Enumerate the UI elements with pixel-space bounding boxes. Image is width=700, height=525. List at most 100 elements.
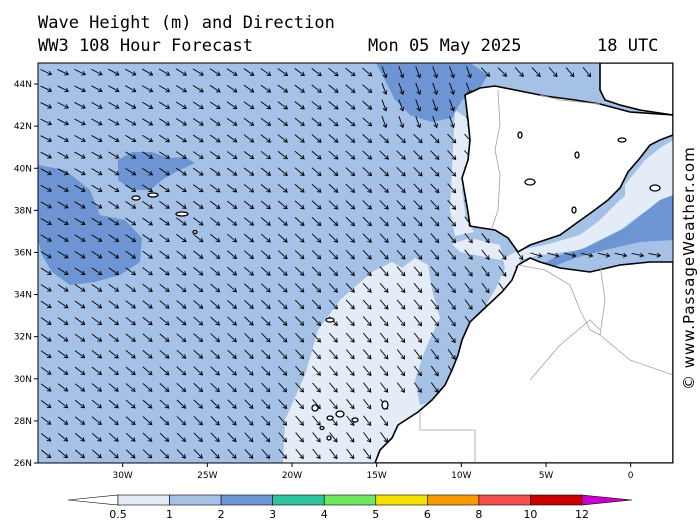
wave-arrow	[125, 85, 137, 93]
wave-arrow	[209, 134, 221, 143]
wave-arrow	[363, 382, 372, 393]
wave-arrow	[210, 300, 221, 309]
wave-arrow	[40, 234, 52, 242]
wave-arrow	[74, 333, 86, 342]
lat-label: 36N	[14, 248, 32, 258]
lon-label: 15W	[366, 471, 386, 481]
wave-arrow	[362, 134, 373, 144]
wave-arrow	[209, 84, 221, 93]
wave-arrow	[379, 332, 389, 343]
wave-arrow	[447, 349, 456, 360]
wave-arrow	[41, 433, 52, 442]
wave-arrow	[91, 416, 102, 426]
wave-arrow	[74, 184, 86, 192]
lat-label: 40N	[14, 164, 32, 174]
wave-arrow	[379, 299, 389, 310]
wave-arrow	[329, 382, 338, 393]
wave-arrow	[379, 150, 389, 160]
wave-arrow	[379, 249, 389, 260]
wave-arrow	[125, 300, 136, 309]
wave-arrow	[312, 432, 321, 443]
wave-arrow	[40, 251, 52, 259]
wave-arrow	[91, 85, 103, 93]
wave-arrow	[312, 349, 321, 360]
wave-arrow	[74, 250, 86, 259]
wave-arrow	[278, 316, 288, 326]
wave-arrow	[381, 82, 388, 96]
colorbar-band	[478, 494, 531, 506]
wave-arrow	[295, 316, 305, 326]
colorbar-band	[530, 494, 583, 506]
wave-arrow	[379, 216, 389, 227]
wave-arrow	[498, 266, 507, 277]
wave-arrow	[396, 167, 406, 177]
wave-arrow	[295, 399, 304, 410]
wave-arrow	[362, 100, 373, 110]
wave-arrow	[345, 183, 356, 193]
wave-arrow	[142, 250, 153, 259]
wave-arrow	[175, 85, 188, 93]
wave-arrow	[329, 349, 338, 360]
wave-arrow	[74, 300, 86, 309]
wave-arrow	[260, 101, 272, 110]
wave-arrow	[176, 316, 187, 326]
wave-arrow	[91, 350, 103, 359]
wave-arrow	[40, 284, 52, 292]
forecast-label: WW3 108 Hour Forecast	[38, 36, 253, 56]
wave-arrow	[227, 349, 237, 359]
wave-arrow	[379, 365, 389, 377]
wave-arrow	[413, 266, 423, 277]
wave-arrow	[261, 432, 271, 443]
wave-arrow	[345, 200, 356, 210]
wave-arrow	[379, 316, 389, 327]
wave-arrow	[362, 316, 372, 327]
wave-arrow	[278, 349, 288, 360]
wave-arrow	[244, 432, 254, 443]
wave-arrow	[430, 216, 440, 227]
wave-arrow	[614, 252, 628, 258]
wave-arrow	[447, 199, 457, 210]
wave-arrow	[278, 366, 288, 376]
wave-arrow	[244, 415, 254, 426]
wave-arrow	[57, 251, 69, 259]
wave-arrow	[159, 416, 170, 426]
wave-arrow	[328, 167, 339, 177]
wave-arrow	[108, 168, 120, 176]
colorbar-label: 10	[523, 508, 537, 521]
wave-arrow	[141, 85, 154, 93]
wave-arrow	[74, 449, 85, 459]
wave-arrow	[142, 349, 153, 359]
wave-arrow	[278, 332, 288, 343]
wave-arrow	[176, 300, 187, 309]
wave-arrow	[210, 316, 221, 326]
wave-arrow	[159, 333, 170, 343]
wave-arrow	[125, 449, 136, 459]
wave-arrow	[74, 399, 86, 409]
wave-arrow	[379, 200, 389, 210]
wave-arrow	[447, 133, 457, 144]
wave-arrow	[447, 166, 457, 177]
wave-arrow	[381, 66, 388, 79]
wave-arrow	[142, 184, 154, 193]
wave-arrow	[413, 233, 423, 244]
wave-arrow	[41, 449, 52, 459]
wave-arrow	[328, 67, 339, 77]
wave-arrow	[226, 200, 238, 210]
wave-arrow	[294, 117, 305, 127]
wave-arrow	[415, 66, 422, 79]
wave-arrow	[396, 382, 405, 393]
wave-arrow	[362, 183, 373, 193]
wave-arrow	[547, 252, 560, 258]
wave-arrow	[277, 266, 288, 276]
wave-arrow	[176, 267, 187, 276]
wave-arrow	[74, 85, 86, 93]
colorbar-label: 1	[166, 508, 173, 521]
wave-arrow	[430, 200, 440, 210]
wave-arrow	[447, 216, 457, 227]
colorbar-band	[272, 494, 325, 506]
wave-arrow	[396, 133, 406, 144]
wave-arrow	[312, 366, 321, 376]
map-area	[38, 63, 673, 463]
wave-arrow	[294, 283, 305, 293]
wave-arrow	[260, 250, 271, 260]
